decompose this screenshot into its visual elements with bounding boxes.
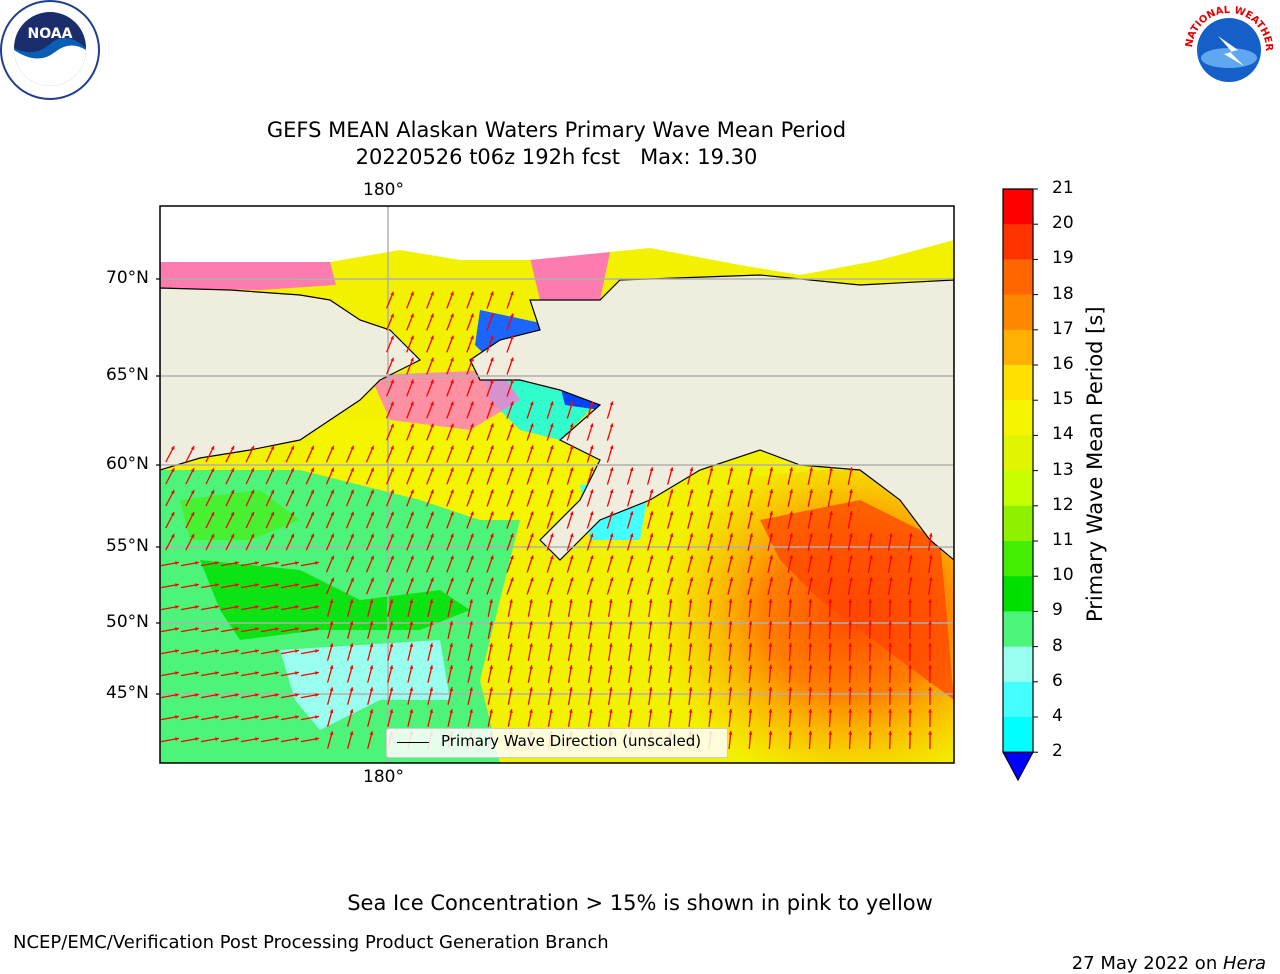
colorbar-tick-label: 21	[1052, 178, 1074, 198]
footer-date: 27 May 2022 on Hera	[1060, 932, 1266, 974]
colorbar-tick-label: 16	[1052, 354, 1074, 374]
legend-text: Primary Wave Direction (unscaled)	[441, 732, 701, 750]
lat-label-70: 70°N	[106, 268, 149, 288]
colorbar-tick-label: 20	[1052, 213, 1074, 233]
colorbar-tick-label: 10	[1052, 565, 1074, 585]
colorbar-tick-label: 9	[1052, 600, 1063, 620]
footer-credit: NCEP/EMC/Verification Post Processing Pr…	[13, 932, 609, 953]
lon-label-top: 180°	[363, 180, 404, 200]
colorbar-extend-triangle	[1003, 752, 1033, 780]
colorbar-band	[1003, 224, 1033, 260]
footer-machine: Hera	[1223, 953, 1266, 974]
colorbar-tick-label: 2	[1052, 741, 1063, 761]
colorbar-band	[1003, 330, 1033, 366]
colorbar-band	[1003, 682, 1033, 718]
colorbar-tick-label: 4	[1052, 706, 1063, 726]
lat-label-45: 45°N	[106, 683, 149, 703]
colorbar-tick-label: 14	[1052, 424, 1074, 444]
colorbar-tick-label: 8	[1052, 636, 1063, 656]
map-legend: Primary Wave Direction (unscaled)	[386, 728, 728, 758]
colorbar-band	[1003, 259, 1033, 295]
colorbar-band	[1003, 647, 1033, 683]
lon-label-bottom: 180°	[363, 767, 404, 787]
colorbar-band	[1003, 576, 1033, 612]
colorbar-label: Primary Wave Mean Period [s]	[1083, 322, 1109, 622]
colorbar-tick-label: 12	[1052, 495, 1074, 515]
lat-label-65: 65°N	[106, 365, 149, 385]
lat-label-60: 60°N	[106, 454, 149, 474]
colorbar-band	[1003, 717, 1033, 753]
colorbar	[1003, 189, 1038, 780]
colorbar-band	[1003, 506, 1033, 542]
map-area	[160, 206, 954, 763]
legend-line	[397, 742, 429, 743]
colorbar-tick-label: 6	[1052, 671, 1063, 691]
sea-ice-north	[530, 252, 610, 300]
colorbar-tick-label: 17	[1052, 319, 1074, 339]
footer-date-text: 27 May 2022 on	[1072, 953, 1223, 974]
colorbar-band	[1003, 541, 1033, 577]
colorbar-band	[1003, 611, 1033, 647]
colorbar-band	[1003, 400, 1033, 436]
colorbar-tick-label: 13	[1052, 460, 1074, 480]
colorbar-band	[1003, 471, 1033, 507]
colorbar-band	[1003, 365, 1033, 401]
colorbar-tick-label: 18	[1052, 284, 1074, 304]
sea-ice-note: Sea Ice Concentration > 15% is shown in …	[0, 891, 1280, 915]
colorbar-tick-label: 19	[1052, 248, 1074, 268]
colorbar-tick-label: 11	[1052, 530, 1074, 550]
colorbar-band	[1003, 435, 1033, 471]
colorbar-tick-label: 15	[1052, 389, 1074, 409]
colorbar-band	[1003, 295, 1033, 331]
sea-ice-west	[160, 260, 336, 290]
lat-label-50: 50°N	[106, 612, 149, 632]
lat-label-55: 55°N	[106, 536, 149, 556]
colorbar-band	[1003, 189, 1033, 225]
